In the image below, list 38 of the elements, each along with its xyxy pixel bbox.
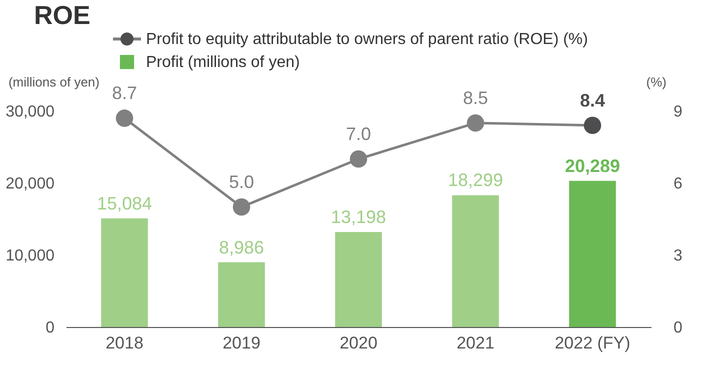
data-label: 8,986 [218, 237, 264, 258]
data-label: 8.7 [112, 83, 138, 104]
y2-tick-label: 6 [674, 176, 682, 192]
point [350, 150, 368, 168]
bar [335, 232, 382, 327]
x-tick-label: 2021 [456, 334, 494, 352]
y2-tick-label: 0 [674, 320, 682, 336]
bar [452, 195, 499, 327]
bar [569, 180, 616, 327]
y2-tick-label: 9 [674, 104, 682, 120]
y-tick-label: 20,000 [6, 176, 55, 192]
data-label: 8.4 [580, 90, 606, 110]
data-label: 13,198 [330, 206, 386, 227]
data-label: 5.0 [228, 172, 254, 192]
point [466, 114, 484, 132]
x-tick-label: 2020 [340, 334, 378, 352]
y-axis-title: (millions of yen) [8, 74, 100, 90]
data-label: 20,289 [564, 156, 620, 176]
data-label: 8.5 [462, 88, 488, 108]
point [232, 198, 250, 216]
x-tick-label: 2022 (FY) [554, 334, 630, 352]
bar [218, 262, 265, 327]
point [584, 116, 602, 134]
data-label: 18,299 [448, 170, 504, 190]
bar [101, 218, 148, 327]
y2-axis-title: (%) [646, 74, 666, 90]
y-tick-label: 30,000 [6, 104, 55, 120]
x-tick-label: 2019 [222, 334, 260, 352]
y-tick-label: 10,000 [6, 248, 55, 264]
data-label: 7.0 [346, 124, 372, 144]
x-tick-label: 2018 [106, 334, 144, 352]
y-tick-label: 0 [46, 320, 55, 336]
data-label: 15,084 [96, 193, 152, 214]
legend-label: Profit (millions of yen) [146, 54, 300, 71]
y2-tick-label: 3 [674, 248, 682, 264]
chart-title: ROE [34, 0, 90, 30]
point [116, 110, 134, 127]
legend-label: Profit to equity attributable to owners of parent ratio (ROE) (%) [146, 31, 588, 48]
